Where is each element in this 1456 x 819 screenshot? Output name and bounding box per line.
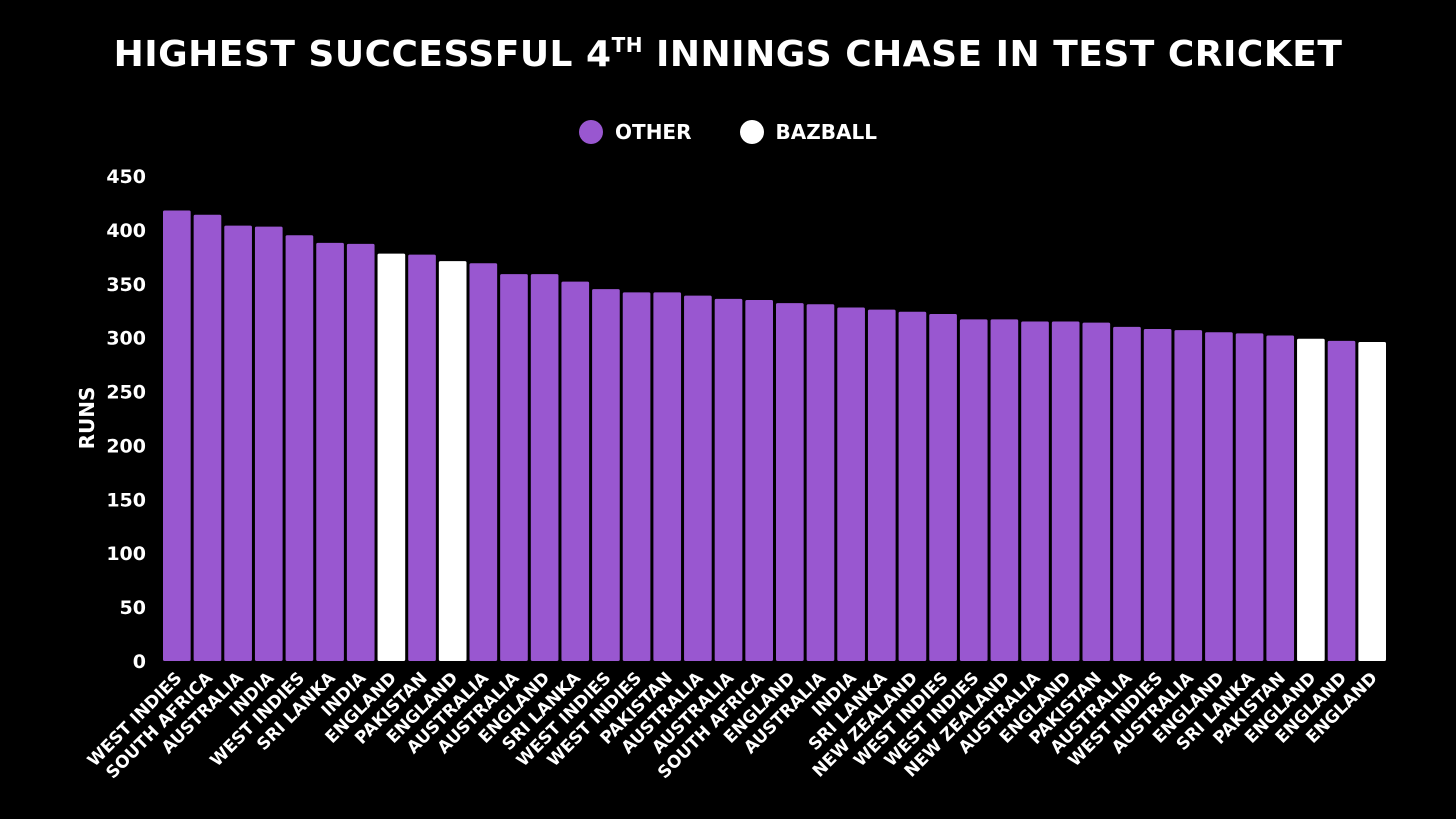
bar-other [530,274,559,661]
bar-other [684,295,712,661]
bar-other [1266,335,1295,661]
bar-bazball [438,261,467,661]
y-axis-title: RUNS [75,387,99,450]
bar-other [1174,330,1203,661]
bar-other [316,242,344,661]
legend: OTHER BAZBALL [0,116,1456,148]
bar-other [1082,322,1111,661]
bar-other [653,292,682,661]
bar-other [254,226,283,661]
bar-other [193,214,222,662]
bar-other [500,274,528,661]
y-tick-label: 200 [106,435,146,457]
bar-other [346,243,375,661]
bar-bazball [1358,341,1386,661]
bar-other [745,299,773,661]
bar-other [1051,321,1080,661]
bar-other [959,319,988,661]
bar-other [1327,340,1356,661]
y-tick-label: 450 [106,166,146,188]
chart-title: HIGHEST SUCCESSFUL 4TH INNINGS CHASE IN … [0,34,1456,75]
bar-other [714,298,743,661]
chart-title-superscript: TH [611,33,643,57]
bar-other [285,235,314,661]
bars [163,210,1386,662]
bar-other [898,311,927,661]
bar-other [1205,332,1233,661]
y-tick-label: 0 [133,651,146,673]
legend-swatch-bazball [739,120,764,144]
bar-other [837,307,865,661]
legend-item-other: OTHER [579,120,692,144]
bar-other [469,263,498,661]
y-tick-label: 50 [120,597,146,619]
bar-other [1021,321,1049,661]
bar-bazball [377,253,406,661]
y-axis: 0 50 100 150 200 250 300 350 400 450 [106,166,146,673]
bar-other [622,292,651,661]
bar-other [1113,326,1141,661]
bar-other [776,303,804,661]
y-tick-label: 250 [106,382,146,404]
bar-bazball [1297,338,1325,661]
y-tick-label: 300 [106,328,146,350]
bar-other [561,281,590,661]
bar-other [163,210,191,662]
bar-other [1143,329,1172,661]
legend-label-bazball: BAZBALL [775,120,877,144]
bar-other [1235,333,1264,661]
legend-swatch-other [579,120,604,144]
bar-other [592,289,620,661]
bar-other [806,304,835,661]
chart-title-main: HIGHEST SUCCESSFUL 4 [113,34,612,75]
y-tick-label: 150 [106,489,146,511]
chart-title-rest: INNINGS CHASE IN TEST CRICKET [642,34,1343,75]
bar-other [224,225,252,661]
legend-label-other: OTHER [615,120,692,144]
y-tick-label: 400 [106,220,146,242]
bar-other [929,313,957,661]
bar-other [990,319,1019,661]
bar-other [408,254,436,661]
legend-item-bazball: BAZBALL [739,120,877,144]
y-tick-label: 100 [106,543,146,565]
y-tick-label: 350 [106,274,146,296]
bar-other [867,309,896,661]
